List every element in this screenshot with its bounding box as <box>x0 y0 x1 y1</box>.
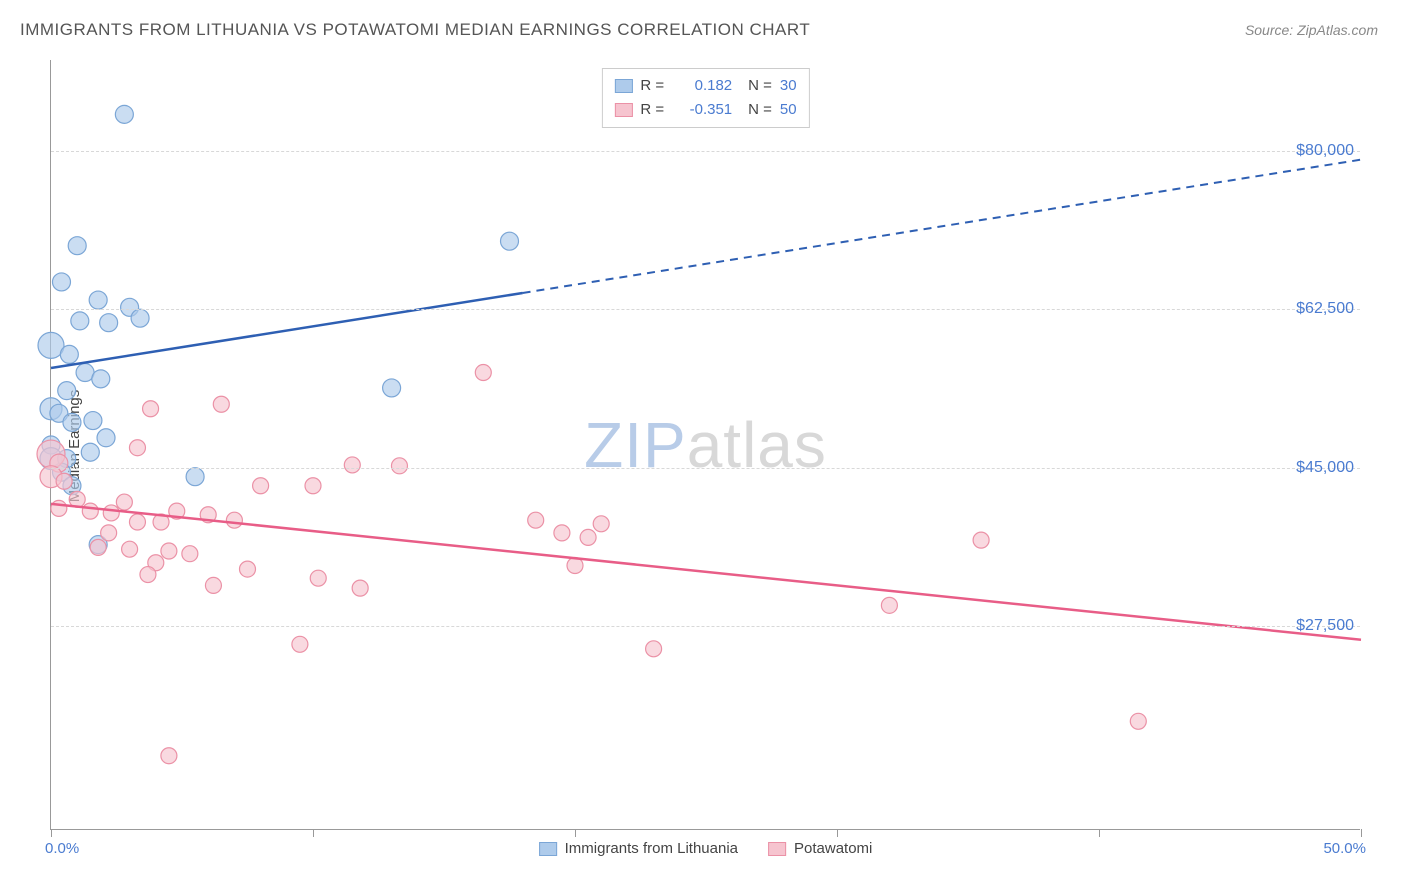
source-credit: Source: ZipAtlas.com <box>1245 22 1378 38</box>
data-point <box>56 473 72 489</box>
data-point <box>182 546 198 562</box>
data-point <box>646 641 662 657</box>
data-point <box>129 514 145 530</box>
gridline <box>51 626 1360 627</box>
x-axis-end-label: 50.0% <box>1323 840 1366 857</box>
legend-row-series-b: R = -0.351 N = 50 <box>614 98 796 122</box>
data-point <box>881 597 897 613</box>
y-tick-label: $80,000 <box>1296 142 1354 160</box>
n-label: N = <box>748 74 772 98</box>
legend-swatch-a <box>614 79 632 93</box>
data-point <box>89 291 107 309</box>
data-point <box>344 457 360 473</box>
legend-row-series-a: R = 0.182 N = 30 <box>614 74 796 98</box>
data-point <box>97 429 115 447</box>
legend-item: Potawatomi <box>768 840 872 857</box>
data-point <box>240 561 256 577</box>
data-point <box>501 232 519 250</box>
gridline <box>51 309 1360 310</box>
data-point <box>226 512 242 528</box>
data-point <box>60 345 78 363</box>
gridline <box>51 468 1360 469</box>
x-tick <box>51 829 52 837</box>
x-tick <box>837 829 838 837</box>
data-point <box>593 516 609 532</box>
data-point <box>122 541 138 557</box>
x-axis-start-label: 0.0% <box>45 840 79 857</box>
data-point <box>186 468 204 486</box>
data-point <box>68 237 86 255</box>
data-point <box>103 505 119 521</box>
data-point <box>63 413 81 431</box>
data-point <box>253 478 269 494</box>
data-point <box>101 525 117 541</box>
plot-area: ZIPatlas R = 0.182 N = 30 R = -0.351 N =… <box>50 60 1360 830</box>
data-point <box>140 567 156 583</box>
legend-swatch <box>768 842 786 856</box>
data-point <box>143 401 159 417</box>
legend-label: Potawatomi <box>794 840 872 857</box>
x-tick <box>575 829 576 837</box>
r-value-a: 0.182 <box>672 74 732 98</box>
data-point <box>71 312 89 330</box>
data-point <box>131 309 149 327</box>
plot-svg <box>51 60 1360 829</box>
y-tick-label: $45,000 <box>1296 459 1354 477</box>
data-point <box>82 503 98 519</box>
data-point <box>161 543 177 559</box>
chart-title: IMMIGRANTS FROM LITHUANIA VS POTAWATOMI … <box>20 20 810 40</box>
y-tick-label: $27,500 <box>1296 617 1354 635</box>
data-point <box>554 525 570 541</box>
data-point <box>90 539 106 555</box>
data-point <box>51 500 67 516</box>
legend-swatch-b <box>614 103 632 117</box>
n-value-b: 50 <box>780 98 797 122</box>
data-point <box>52 273 70 291</box>
legend-series: Immigrants from Lithuania Potawatomi <box>539 840 873 857</box>
r-label: R = <box>640 74 664 98</box>
x-tick <box>1099 829 1100 837</box>
data-point <box>100 314 118 332</box>
data-point <box>213 396 229 412</box>
data-point <box>58 382 76 400</box>
n-label: N = <box>748 98 772 122</box>
legend-item: Immigrants from Lithuania <box>539 840 738 857</box>
data-point <box>92 370 110 388</box>
n-value-a: 30 <box>780 74 797 98</box>
r-value-b: -0.351 <box>672 98 732 122</box>
data-point <box>84 412 102 430</box>
data-point <box>383 379 401 397</box>
data-point <box>116 494 132 510</box>
data-point <box>161 748 177 764</box>
data-point <box>1130 713 1146 729</box>
data-point <box>115 105 133 123</box>
legend-swatch <box>539 842 557 856</box>
gridline <box>51 151 1360 152</box>
data-point <box>973 532 989 548</box>
y-tick-label: $62,500 <box>1296 300 1354 318</box>
x-tick <box>313 829 314 837</box>
data-point <box>391 458 407 474</box>
data-point <box>528 512 544 528</box>
data-point <box>129 440 145 456</box>
data-point <box>205 577 221 593</box>
data-point <box>305 478 321 494</box>
x-tick <box>1361 829 1362 837</box>
data-point <box>352 580 368 596</box>
data-point <box>475 365 491 381</box>
data-point <box>292 636 308 652</box>
trendline-dashed <box>523 160 1361 293</box>
data-point <box>580 529 596 545</box>
data-point <box>310 570 326 586</box>
data-point <box>81 443 99 461</box>
legend-correlation: R = 0.182 N = 30 R = -0.351 N = 50 <box>601 68 809 128</box>
r-label: R = <box>640 98 664 122</box>
legend-label: Immigrants from Lithuania <box>565 840 738 857</box>
